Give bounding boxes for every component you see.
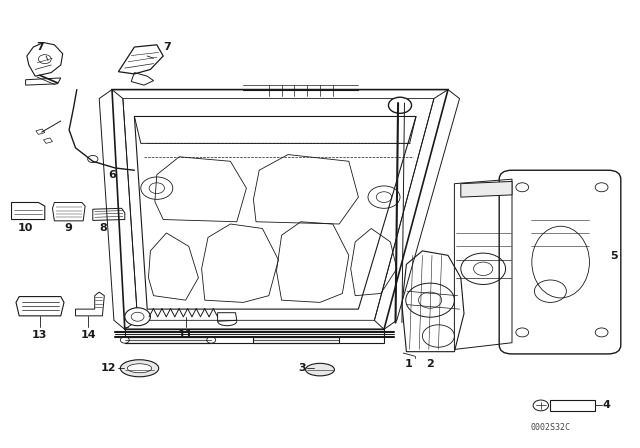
Circle shape xyxy=(516,183,529,192)
Text: 4: 4 xyxy=(603,401,611,410)
Text: 10: 10 xyxy=(18,223,33,233)
Text: 1: 1 xyxy=(404,359,412,369)
Polygon shape xyxy=(461,181,512,197)
Polygon shape xyxy=(253,337,339,343)
Text: 0002S32C: 0002S32C xyxy=(531,423,570,432)
Circle shape xyxy=(125,308,150,326)
Text: 5: 5 xyxy=(611,251,618,261)
Text: 8: 8 xyxy=(100,223,108,233)
Circle shape xyxy=(207,337,216,343)
Circle shape xyxy=(595,183,608,192)
Text: 9: 9 xyxy=(65,223,72,233)
Text: 13: 13 xyxy=(32,330,47,340)
Polygon shape xyxy=(125,337,211,343)
Ellipse shape xyxy=(120,360,159,377)
Circle shape xyxy=(88,155,98,163)
Ellipse shape xyxy=(306,363,334,376)
Circle shape xyxy=(120,337,129,343)
Text: 14: 14 xyxy=(81,330,96,340)
Circle shape xyxy=(533,400,548,411)
Text: 11: 11 xyxy=(178,330,193,340)
Circle shape xyxy=(595,328,608,337)
Circle shape xyxy=(516,328,529,337)
Text: 7: 7 xyxy=(36,42,44,52)
Circle shape xyxy=(388,97,412,113)
Text: 3: 3 xyxy=(298,363,306,373)
Ellipse shape xyxy=(127,364,152,373)
Text: 7: 7 xyxy=(163,42,171,52)
Text: 6: 6 xyxy=(109,170,116,180)
Text: 12: 12 xyxy=(101,363,116,373)
Text: 2: 2 xyxy=(426,359,434,369)
